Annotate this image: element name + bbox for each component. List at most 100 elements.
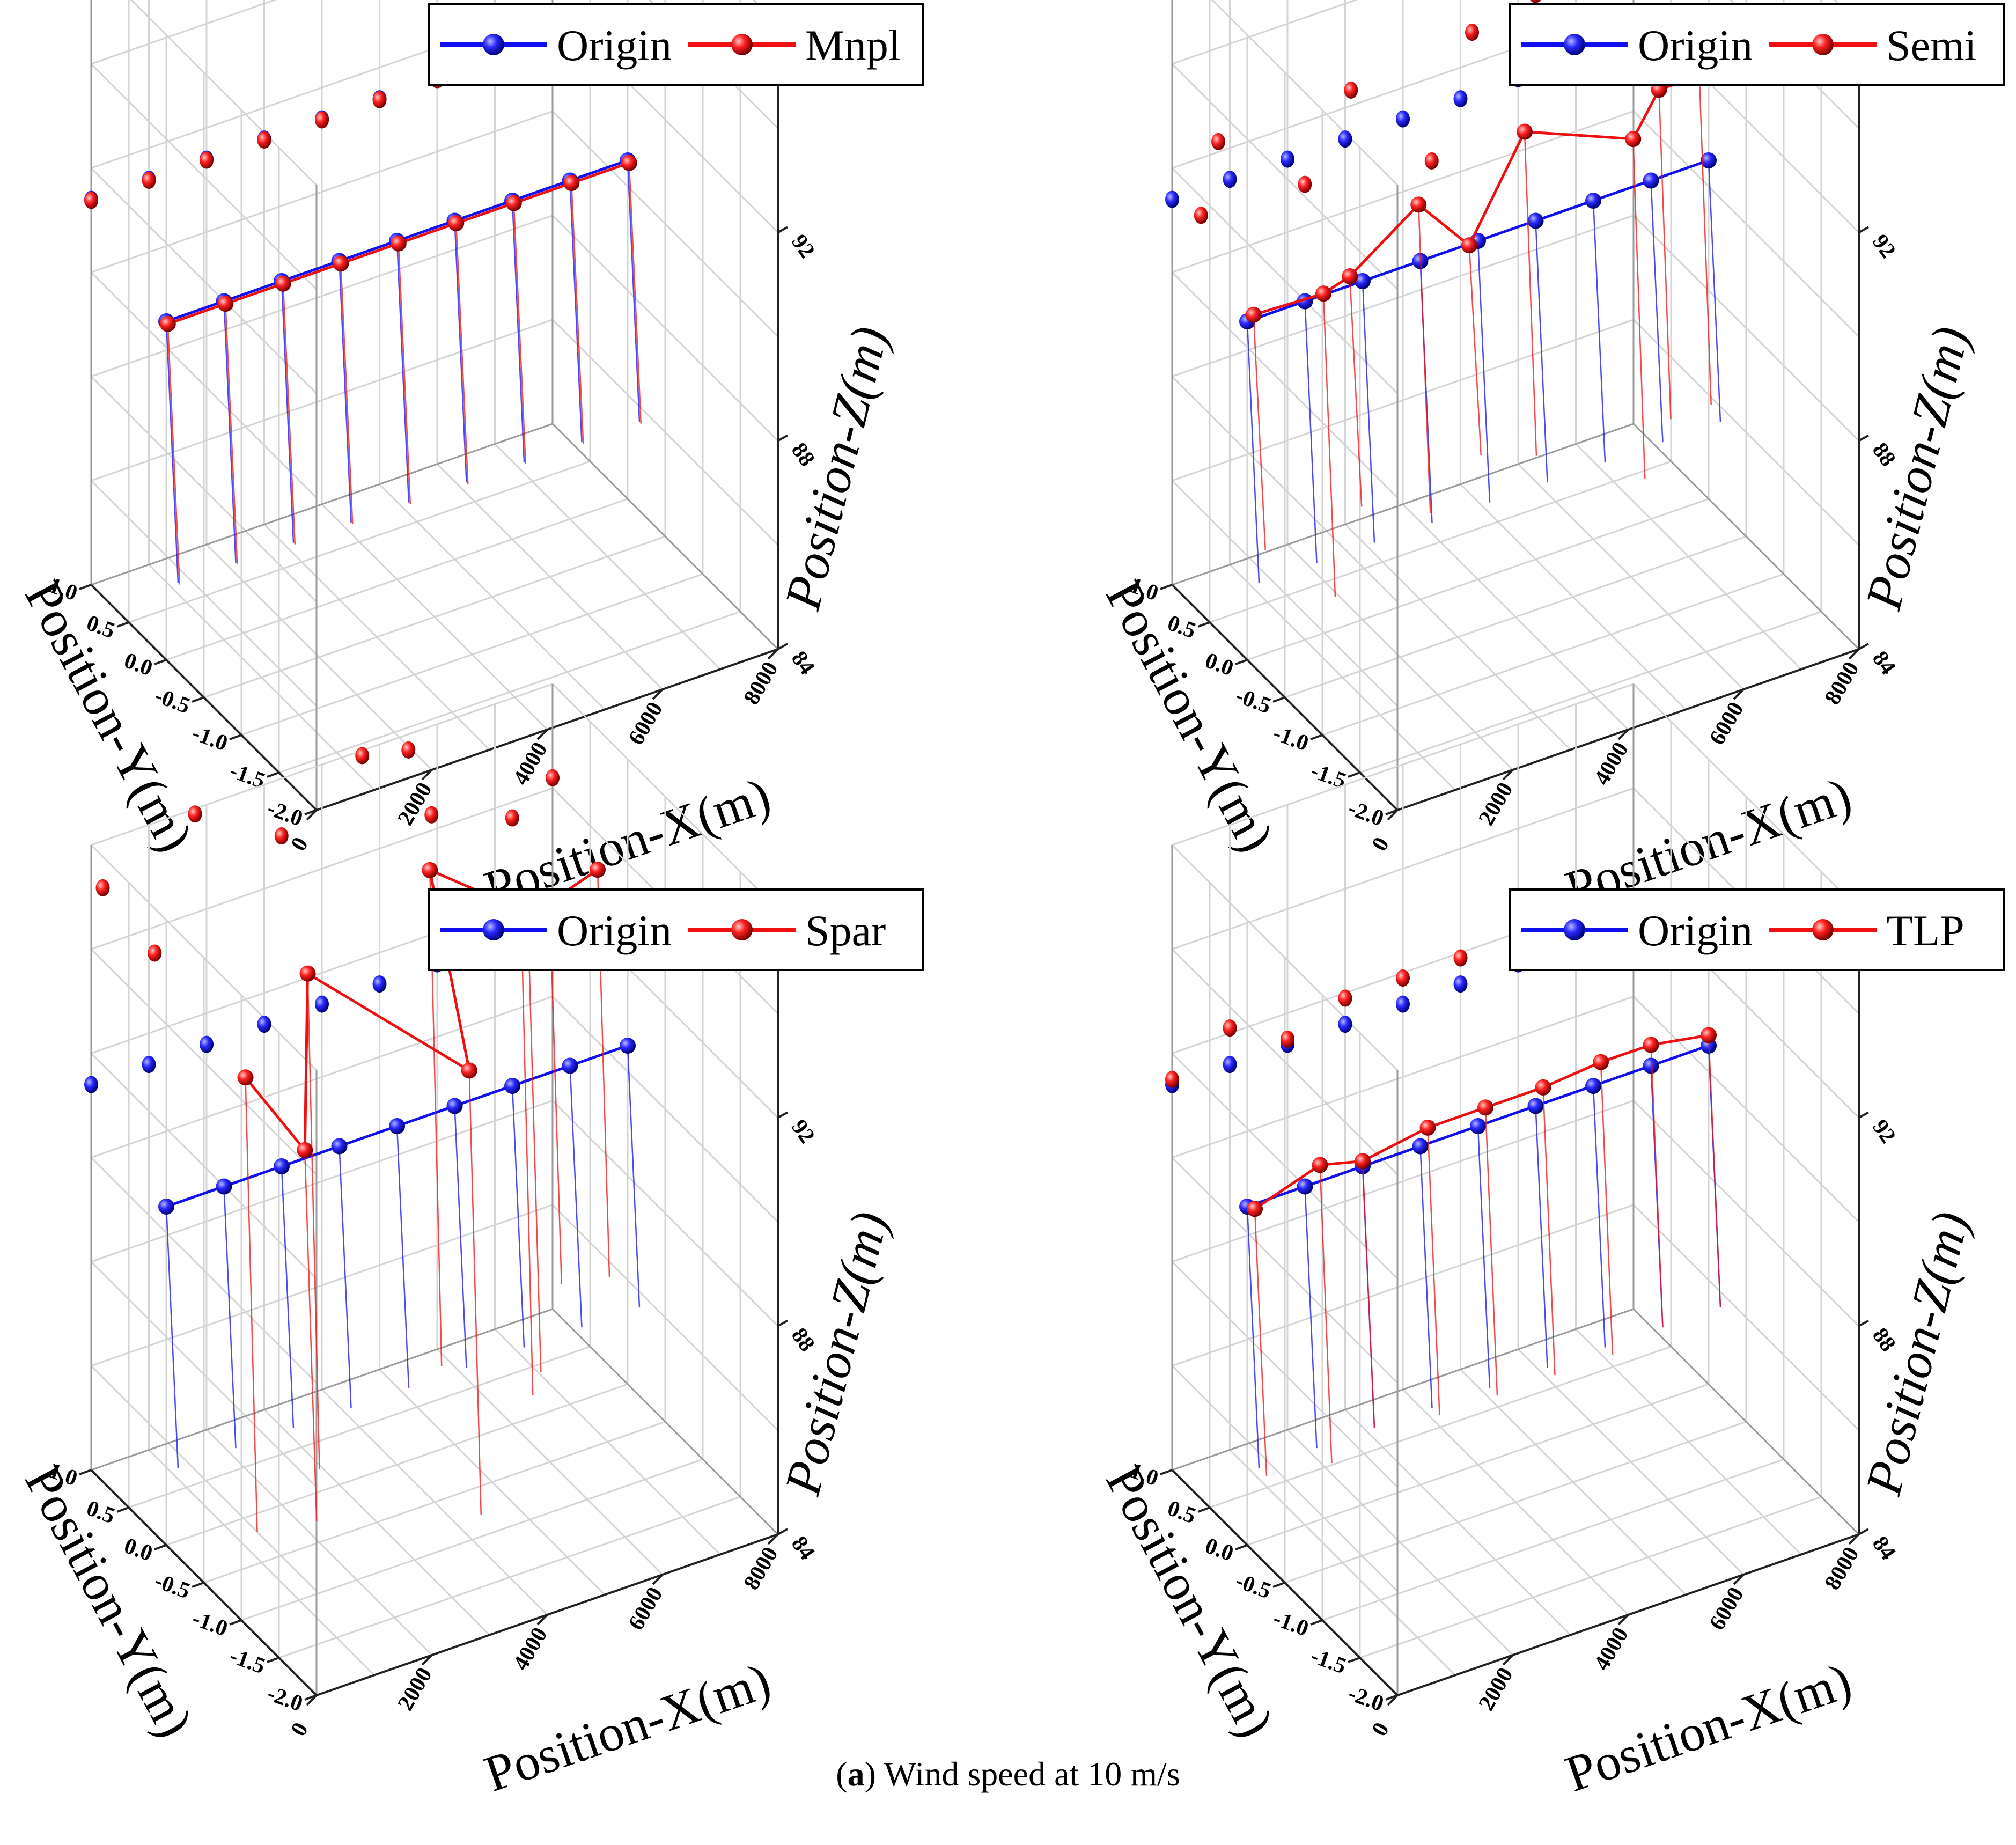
origin-series-wall-projection bbox=[1165, 190, 1179, 208]
origin-series-wall-projection bbox=[1281, 150, 1294, 168]
y-tick-label: -0.5 bbox=[151, 683, 193, 718]
y-tick-label: -1.5 bbox=[1307, 758, 1349, 793]
y-tick-mark bbox=[229, 734, 242, 740]
x-tick-mark bbox=[1848, 1533, 1860, 1545]
origin-series-point bbox=[446, 1098, 463, 1114]
origin-series-wall-projection bbox=[84, 1076, 98, 1093]
legend: Origin Semi bbox=[1509, 3, 2005, 86]
z-tick-mark bbox=[1858, 1528, 1869, 1535]
x-tick-mark bbox=[536, 729, 548, 740]
y-tick-label: -1.5 bbox=[226, 758, 268, 793]
y-tick-label: 0.0 bbox=[1202, 648, 1237, 681]
variant-series-wall-projection bbox=[424, 806, 439, 824]
variant-series-point bbox=[461, 1062, 477, 1079]
y-axis-label: Position-Y(m) bbox=[14, 571, 204, 861]
left-wall-gridline-z bbox=[1171, 480, 1399, 707]
legend-label: Origin bbox=[1638, 21, 1753, 70]
x-tick-mark bbox=[652, 688, 664, 700]
y-tick-mark bbox=[192, 696, 204, 703]
y-tick-mark bbox=[116, 621, 129, 628]
variant-series-drop-stem bbox=[304, 1150, 318, 1521]
y-tick-mark bbox=[1235, 659, 1248, 665]
variant-series-drop-stem bbox=[282, 283, 296, 545]
y-tick-label: -0.5 bbox=[1232, 1568, 1274, 1604]
origin-series-drop-stem bbox=[1592, 200, 1606, 462]
variant-series-wall-projection bbox=[1338, 989, 1352, 1007]
left-wall-gridline-z bbox=[130, 0, 318, 186]
origin-series-drop-stem bbox=[281, 1166, 295, 1428]
x-tick-label: 6000 bbox=[624, 1583, 668, 1635]
variant-series-drop-stem bbox=[1253, 314, 1266, 551]
variant-series-drop-stem bbox=[628, 163, 642, 424]
left-wall-gridline-z bbox=[90, 376, 318, 602]
origin-series-point bbox=[1355, 273, 1371, 289]
origin-series-point bbox=[158, 1198, 174, 1215]
origin-series-drop-stem bbox=[281, 281, 295, 543]
variant-series-point bbox=[1535, 1079, 1551, 1096]
left-wall-gridline-z bbox=[1171, 844, 1399, 1071]
left-wall-gridline-z bbox=[90, 844, 318, 1071]
y-tick-label: -1.0 bbox=[1270, 1606, 1312, 1641]
floor-gridline-y bbox=[128, 460, 591, 623]
origin-series-drop-stem bbox=[1650, 180, 1664, 443]
variant-series-drop-stem bbox=[1542, 1087, 1556, 1376]
floor-gridline-y bbox=[203, 535, 666, 699]
variant-series-wall-projection bbox=[188, 805, 202, 823]
variant-series-point bbox=[297, 1142, 313, 1158]
variant-series-wall-projection bbox=[200, 151, 214, 169]
y-axis-label: Position-Y(m) bbox=[14, 1457, 204, 1746]
y-tick-label: -1.0 bbox=[189, 1606, 231, 1641]
caption-text: Wind speed at 10 m/s bbox=[884, 1755, 1180, 1793]
x-tick-label: 0 bbox=[1367, 1718, 1394, 1740]
variant-series-wall-projection bbox=[1223, 1019, 1237, 1037]
variant-series-drop-stem bbox=[340, 263, 354, 525]
z-axis-label: Position-Z(m) bbox=[1854, 1206, 1980, 1501]
origin-series-drop-stem bbox=[339, 261, 352, 523]
origin-series-drop-stem bbox=[165, 321, 179, 583]
x-tick-mark bbox=[767, 648, 779, 660]
x-tick-mark bbox=[1617, 729, 1629, 740]
variant-series-point bbox=[333, 255, 349, 272]
variant-series-point bbox=[1342, 268, 1358, 284]
z-tick-label: 92 bbox=[786, 230, 820, 263]
variant-series-point bbox=[590, 862, 606, 878]
origin-series-drop-stem bbox=[1362, 281, 1375, 543]
y-tick-mark bbox=[1348, 771, 1360, 778]
origin-series-drop-stem bbox=[627, 1045, 641, 1307]
origin-series-wall-projection bbox=[372, 975, 387, 993]
x-tick-mark bbox=[652, 1574, 664, 1585]
variant-series-drop-stem bbox=[1427, 1127, 1440, 1416]
variant-series-point bbox=[1461, 237, 1477, 254]
legend-marker bbox=[1564, 34, 1585, 55]
z-tick-mark bbox=[777, 434, 788, 442]
side-wall-gridline-z bbox=[1632, 1204, 1860, 1431]
z-tick-mark bbox=[777, 226, 788, 234]
x-tick-label: 6000 bbox=[1705, 1583, 1749, 1635]
variant-series-drop-stem bbox=[1600, 1062, 1614, 1355]
variant-series-point bbox=[1312, 1157, 1328, 1173]
side-wall-gridline-z bbox=[551, 215, 779, 442]
variant-series-wall-projection bbox=[505, 809, 519, 827]
variant-series-drop-stem bbox=[307, 973, 320, 1470]
left-wall-gridline-z bbox=[1171, 1157, 1399, 1384]
legend-marker bbox=[731, 34, 753, 55]
y-tick-mark bbox=[304, 1694, 317, 1701]
side-wall-gridline-z bbox=[551, 1204, 779, 1431]
z-tick-mark bbox=[777, 1528, 788, 1535]
variant-series-drop-stem bbox=[167, 324, 181, 585]
z-tick-mark bbox=[777, 643, 788, 650]
variant-series-point bbox=[563, 175, 580, 192]
origin-series-point bbox=[504, 1077, 520, 1094]
origin-series-point bbox=[1412, 1138, 1429, 1155]
x-tick-label: 8000 bbox=[739, 658, 783, 709]
variant-series-drop-stem bbox=[1468, 245, 1482, 455]
variant-series-wall-projection bbox=[1344, 81, 1358, 99]
side-wall-gridline-z bbox=[551, 683, 779, 910]
legend-label: Mnpl bbox=[805, 21, 901, 70]
origin-series-drop-stem bbox=[454, 1106, 467, 1368]
legend-label: Origin bbox=[557, 21, 672, 70]
x-tick-label: 8000 bbox=[739, 1543, 783, 1594]
variant-series-wall-projection bbox=[1530, 0, 1541, 3]
y-tick-mark bbox=[1197, 621, 1210, 628]
floor-gridline-y bbox=[241, 573, 703, 736]
